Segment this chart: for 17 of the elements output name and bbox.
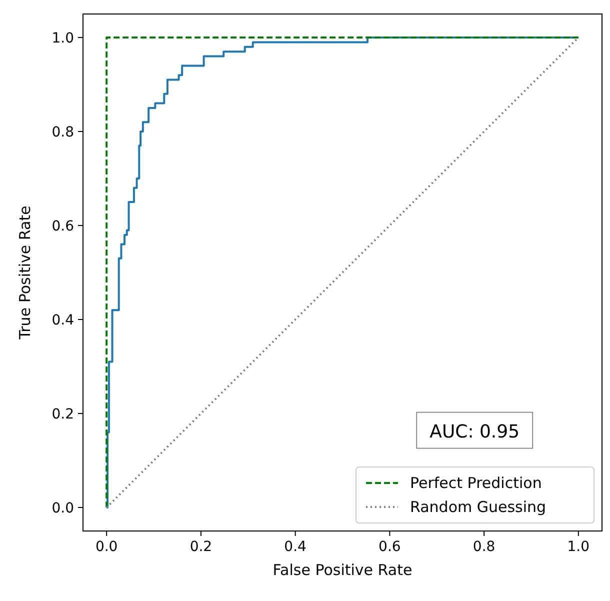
y-tick-label: 0.6 [52,218,74,234]
y-tick-label: 1.0 [52,30,74,46]
x-tick-label: 0.2 [190,539,212,555]
y-tick-label: 0.4 [52,312,74,328]
y-tick-label: 0.8 [52,124,74,140]
y-tick-label: 0.2 [52,406,74,422]
y-tick-label: 0.0 [52,500,74,516]
annotation: AUC: 0.95 [430,421,520,442]
x-axis-title: False Positive Rate [272,561,412,579]
y-axis-title: True Positive Rate [16,206,34,340]
x-tick-label: 1.0 [567,539,590,555]
legend-label: Perfect Prediction [410,474,542,492]
x-tick-label: 0.6 [378,539,401,555]
x-tick-label: 0.4 [284,539,307,555]
legend-label: Random Guessing [410,498,546,516]
x-tick-label: 0.8 [472,539,496,555]
x-tick-label: 0.0 [95,539,118,555]
